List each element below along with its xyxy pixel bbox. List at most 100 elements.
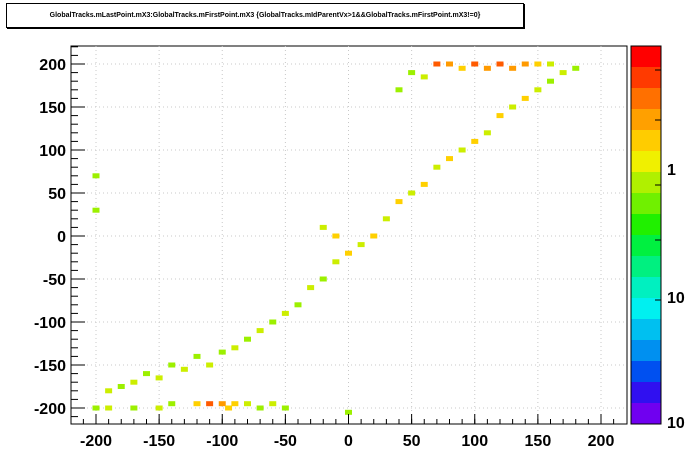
heatmap-cells bbox=[92, 61, 580, 415]
heatmap-cell bbox=[307, 285, 315, 291]
heatmap-cell bbox=[105, 405, 113, 411]
colorbar-segment bbox=[631, 382, 661, 404]
heatmap-cell bbox=[420, 74, 428, 80]
heatmap-cell bbox=[218, 401, 226, 407]
heatmap-cell bbox=[446, 61, 453, 67]
colorbar-segment bbox=[631, 340, 661, 362]
heatmap-cell bbox=[521, 61, 529, 67]
colorbar-segment bbox=[631, 88, 661, 110]
heatmap-cell bbox=[225, 405, 233, 411]
colorbar-segment bbox=[631, 109, 661, 131]
y-tick-label: -50 bbox=[43, 272, 66, 289]
y-tick-label: 100 bbox=[39, 143, 66, 160]
heatmap-cell bbox=[92, 173, 100, 179]
x-tick-label: 200 bbox=[588, 433, 615, 450]
x-tick-label: -50 bbox=[274, 433, 297, 450]
heatmap-cell bbox=[458, 65, 466, 71]
colorbar-label: 10 bbox=[667, 290, 685, 307]
heatmap-cell bbox=[231, 345, 239, 351]
y-tick-label: 150 bbox=[39, 100, 66, 117]
heatmap-cell bbox=[193, 401, 201, 407]
heatmap-cell bbox=[332, 233, 340, 239]
colorbar-frame bbox=[630, 45, 662, 425]
heatmap-cell bbox=[559, 70, 567, 76]
heatmap-cell bbox=[458, 147, 466, 153]
grid bbox=[71, 46, 627, 424]
heatmap-cell bbox=[256, 405, 264, 411]
heatmap-cell bbox=[319, 276, 327, 282]
x-tick-label: 150 bbox=[525, 433, 552, 450]
heatmap-cell bbox=[395, 199, 403, 205]
x-axis: -200 -150 -100 -50 0 50 100 150 200 bbox=[71, 414, 627, 450]
x-tick-label: 0 bbox=[344, 433, 353, 450]
heatmap-cell bbox=[345, 409, 352, 415]
heatmap-cell bbox=[319, 224, 327, 230]
heatmap-cell bbox=[345, 250, 352, 256]
heatmap-cell bbox=[218, 349, 226, 355]
colorbar-segment bbox=[631, 67, 661, 89]
chart-title: GlobalTracks.mLastPoint.mX3:GlobalTracks… bbox=[49, 12, 481, 19]
colorbar-segment bbox=[631, 130, 661, 152]
colorbar-segment bbox=[631, 193, 661, 215]
heatmap-cell bbox=[509, 65, 517, 71]
colorbar-label: 10 bbox=[667, 415, 685, 432]
heatmap-cell bbox=[521, 95, 529, 101]
heatmap-cell bbox=[382, 216, 390, 222]
heatmap-cell bbox=[496, 61, 504, 67]
heatmap-cell bbox=[180, 366, 188, 372]
heatmap-cell bbox=[168, 401, 176, 407]
colorbar-segment bbox=[631, 214, 661, 236]
heatmap-cell bbox=[357, 242, 365, 248]
plot-frame bbox=[70, 45, 628, 425]
colorbar-segment bbox=[631, 46, 661, 68]
colorbar-segment bbox=[631, 151, 661, 173]
heatmap-cell bbox=[155, 405, 163, 411]
heatmap-cell bbox=[92, 405, 100, 411]
x-tick-label: -200 bbox=[80, 433, 112, 450]
heatmap-cell bbox=[483, 130, 491, 136]
colorbar-segment bbox=[631, 298, 661, 320]
heatmap-cell bbox=[143, 371, 150, 377]
y-tick-label: 0 bbox=[57, 229, 66, 246]
heatmap-cell bbox=[231, 401, 239, 407]
heatmap-cell bbox=[244, 336, 251, 342]
heatmap-cell bbox=[408, 190, 416, 196]
heatmap-cell bbox=[534, 87, 542, 93]
colorbar-segment bbox=[631, 277, 661, 299]
colorbar-segment bbox=[631, 172, 661, 194]
colorbar-segment bbox=[631, 235, 661, 257]
heatmap-cell bbox=[509, 104, 517, 110]
y-tick-label: 50 bbox=[48, 186, 66, 203]
heatmap-cell bbox=[117, 384, 125, 389]
y-axis: -200 -150 -100 -50 0 50 100 150 200 bbox=[34, 46, 85, 424]
heatmap-cell bbox=[168, 362, 176, 368]
heatmap-cell bbox=[547, 61, 554, 67]
heatmap-cell bbox=[294, 302, 302, 308]
x-tick-label: 50 bbox=[403, 433, 421, 450]
heatmap-cell bbox=[370, 233, 378, 239]
y-tick-label: -100 bbox=[34, 315, 66, 332]
heatmap-cell bbox=[105, 388, 113, 394]
heatmap-cell bbox=[496, 113, 504, 119]
heatmap-cell bbox=[130, 405, 138, 411]
heatmap-cell bbox=[269, 319, 277, 325]
colorbar-segment bbox=[631, 319, 661, 341]
heatmap-cell bbox=[395, 87, 403, 93]
heatmap-cell bbox=[269, 401, 277, 407]
heatmap-cell bbox=[332, 259, 340, 265]
heatmap-cell bbox=[92, 207, 100, 213]
heatmap-cell bbox=[281, 405, 289, 411]
heatmap-cell bbox=[420, 181, 428, 187]
y-tick-label: 200 bbox=[39, 57, 66, 74]
colorbar-segment bbox=[631, 403, 661, 425]
heatmap-cell bbox=[155, 375, 163, 381]
heatmap-cell bbox=[446, 156, 453, 162]
heatmap-cell bbox=[433, 61, 441, 67]
colorbar-label: 1 bbox=[667, 162, 676, 179]
colorbar: 1 10 10 bbox=[630, 45, 685, 432]
heatmap-cell bbox=[471, 138, 479, 144]
heatmap-cell bbox=[547, 78, 554, 84]
heatmap-cell bbox=[483, 65, 491, 71]
